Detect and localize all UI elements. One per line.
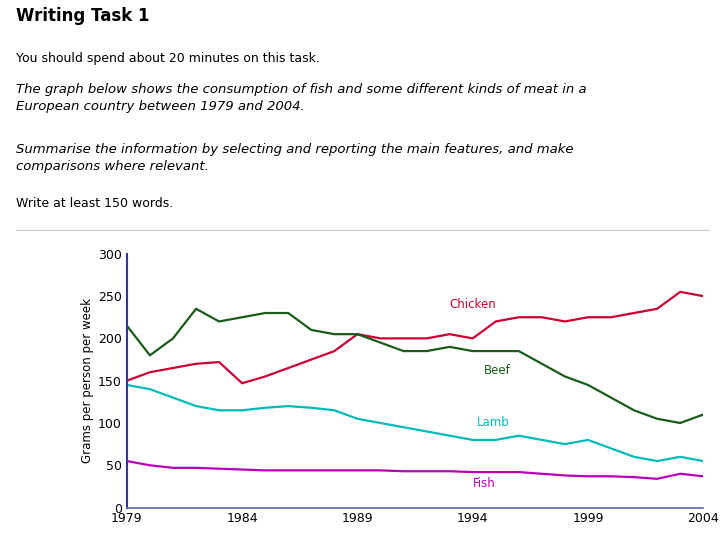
Text: Write at least 150 words.: Write at least 150 words.	[16, 197, 173, 210]
Text: Lamb: Lamb	[477, 416, 510, 429]
Y-axis label: Grams per person per week: Grams per person per week	[81, 298, 94, 463]
Text: Writing Task 1: Writing Task 1	[16, 7, 149, 25]
Text: Fish: Fish	[473, 477, 495, 490]
Text: Beef: Beef	[484, 364, 511, 377]
Text: Summarise the information by selecting and reporting the main features, and make: Summarise the information by selecting a…	[16, 143, 573, 173]
Text: The graph below shows the consumption of fish and some different kinds of meat i: The graph below shows the consumption of…	[16, 83, 587, 113]
Text: You should spend about 20 minutes on this task.: You should spend about 20 minutes on thi…	[16, 52, 320, 65]
Text: Chicken: Chicken	[450, 298, 497, 311]
